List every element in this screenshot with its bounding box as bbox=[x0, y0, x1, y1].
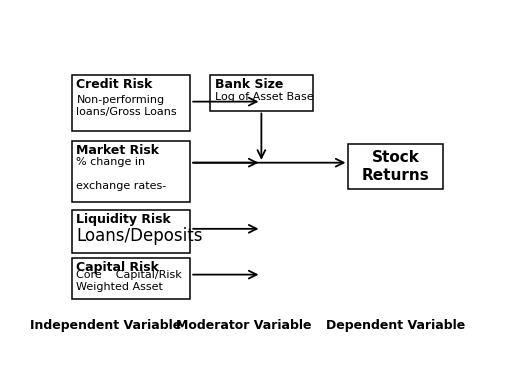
FancyBboxPatch shape bbox=[71, 258, 190, 299]
Text: Independent Variable: Independent Variable bbox=[30, 319, 181, 332]
Text: Non-performing
loans/Gross Loans: Non-performing loans/Gross Loans bbox=[76, 95, 177, 117]
Text: Stock
Returns: Stock Returns bbox=[361, 150, 429, 183]
Text: Log of Asset Base: Log of Asset Base bbox=[214, 92, 313, 102]
FancyBboxPatch shape bbox=[348, 144, 442, 189]
Text: Liquidity Risk: Liquidity Risk bbox=[76, 213, 171, 226]
Text: Credit Risk: Credit Risk bbox=[76, 78, 153, 91]
Text: Capital Risk: Capital Risk bbox=[76, 261, 159, 274]
FancyBboxPatch shape bbox=[210, 75, 312, 111]
FancyBboxPatch shape bbox=[71, 75, 190, 131]
FancyBboxPatch shape bbox=[71, 210, 190, 253]
Text: Core    Capital/Risk
Weighted Asset: Core Capital/Risk Weighted Asset bbox=[76, 270, 182, 292]
Text: % change in

exchange rates-: % change in exchange rates- bbox=[76, 157, 166, 191]
Text: Bank Size: Bank Size bbox=[214, 78, 282, 91]
Text: Dependent Variable: Dependent Variable bbox=[325, 319, 465, 332]
Text: Market Risk: Market Risk bbox=[76, 144, 159, 157]
Text: Loans/Deposits: Loans/Deposits bbox=[76, 227, 203, 245]
Text: Moderator Variable: Moderator Variable bbox=[176, 319, 310, 332]
FancyBboxPatch shape bbox=[71, 141, 190, 202]
